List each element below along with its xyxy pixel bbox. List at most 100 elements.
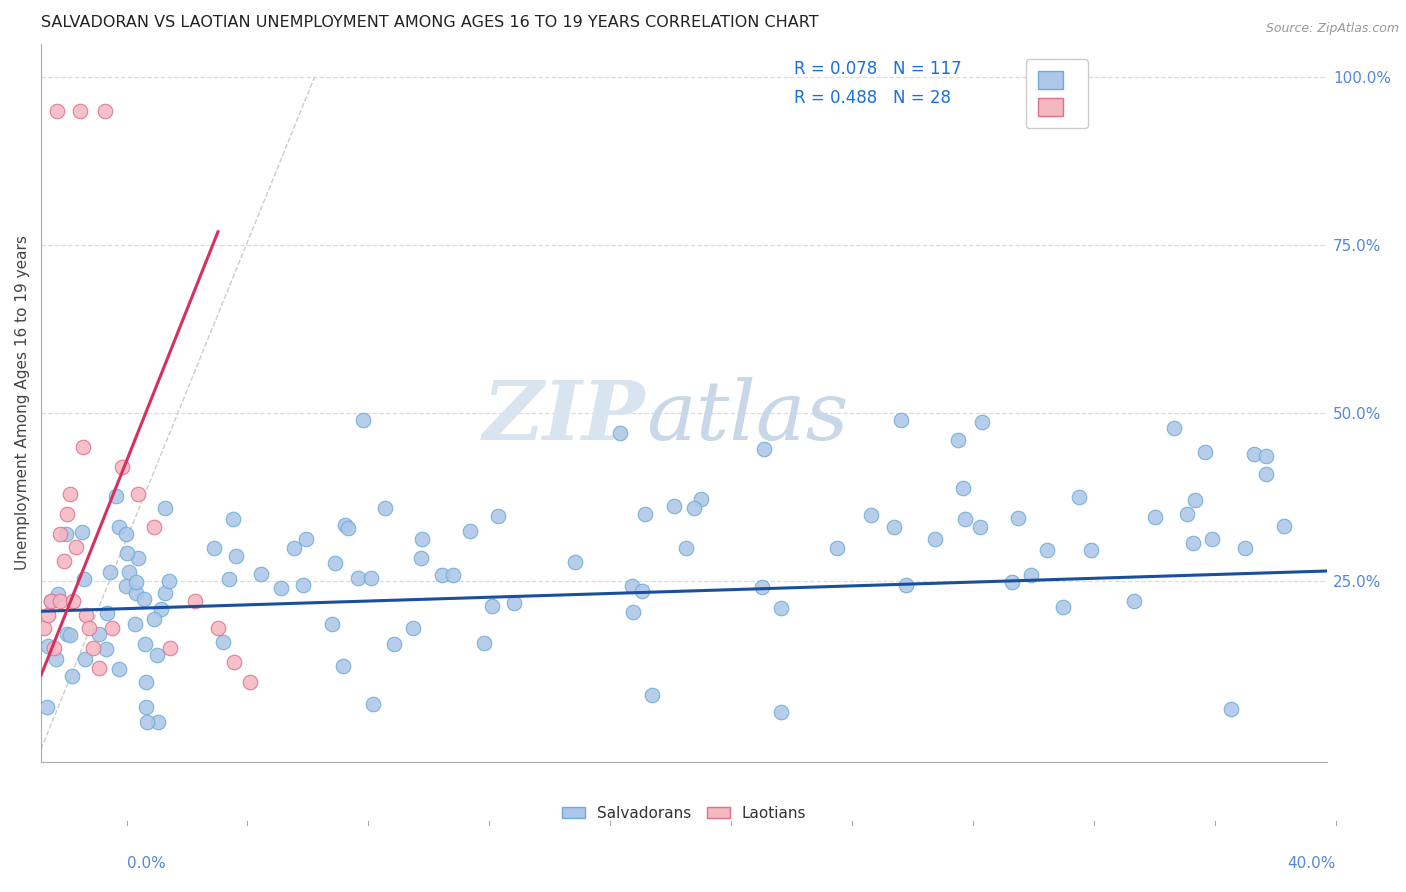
Point (222, 655, 245, 669)
Point (34, 621, 56, 635)
Point (37, 700, 59, 714)
Point (142, 611, 165, 625)
Point (481, 599, 503, 613)
Point (1201, 532, 1223, 546)
Point (346, 571, 368, 585)
Point (70, 524, 93, 539)
Point (146, 715, 169, 730)
Text: R = 0.078   N = 117: R = 0.078 N = 117 (793, 60, 962, 78)
Point (134, 637, 156, 651)
Point (325, 556, 347, 570)
Point (1220, 702, 1243, 716)
Point (155, 500, 177, 515)
Point (37, 607, 59, 622)
Text: ZIP: ZIP (484, 377, 645, 458)
Point (970, 415, 993, 429)
Point (890, 412, 912, 426)
Point (337, 521, 360, 535)
Point (135, 675, 157, 690)
Point (664, 499, 686, 513)
Point (952, 481, 974, 495)
Point (621, 605, 644, 619)
Point (108, 663, 131, 677)
Point (1194, 444, 1216, 458)
Point (115, 579, 138, 593)
Point (953, 512, 976, 526)
Point (472, 635, 495, 649)
Point (115, 526, 138, 541)
Point (110, 459, 132, 474)
Text: SALVADORAN VS LAOTIAN UNEMPLOYMENT AMONG AGES 16 TO 19 YEARS CORRELATION CHART: SALVADORAN VS LAOTIAN UNEMPLOYMENT AMONG… (41, 15, 818, 30)
Point (207, 621, 229, 635)
Point (1019, 568, 1042, 582)
Point (924, 533, 946, 547)
Point (332, 659, 354, 673)
Point (135, 699, 157, 714)
Point (127, 551, 149, 566)
Point (46, 587, 69, 601)
Point (239, 674, 262, 689)
Point (675, 541, 697, 555)
Point (69, 103, 91, 118)
Point (145, 648, 167, 663)
Point (1122, 594, 1144, 608)
Point (361, 697, 384, 711)
Point (769, 705, 792, 719)
Point (108, 519, 131, 533)
Point (60, 668, 83, 682)
Point (75, 607, 97, 622)
Point (1243, 447, 1265, 461)
Point (1001, 574, 1024, 589)
Text: atlas: atlas (645, 377, 848, 458)
Text: R = 0.488   N = 28: R = 0.488 N = 28 (793, 88, 950, 106)
Point (218, 572, 240, 586)
Point (62, 594, 84, 608)
Point (486, 508, 509, 523)
Point (101, 621, 124, 635)
Point (202, 541, 225, 555)
Point (98, 565, 121, 579)
Point (212, 635, 235, 649)
Point (142, 520, 165, 534)
Point (1007, 511, 1029, 525)
Point (87, 661, 110, 675)
Point (352, 413, 374, 427)
Point (1234, 541, 1257, 555)
Point (118, 566, 141, 580)
Point (458, 524, 481, 539)
Point (1163, 421, 1185, 435)
Point (1052, 599, 1074, 614)
Point (184, 594, 207, 608)
Point (49, 527, 72, 541)
Point (157, 574, 180, 588)
Point (42, 641, 65, 656)
Point (75, 652, 97, 666)
Point (94, 103, 117, 118)
Point (46, 103, 69, 118)
Point (49, 594, 72, 608)
Point (222, 512, 245, 526)
Point (124, 616, 146, 631)
Point (609, 426, 631, 441)
Point (503, 597, 526, 611)
Point (39, 593, 62, 607)
Point (1080, 543, 1102, 558)
Point (94, 641, 117, 656)
Point (1067, 490, 1090, 504)
Point (621, 578, 644, 592)
Point (73, 572, 96, 586)
Point (59, 628, 82, 642)
Point (752, 442, 775, 457)
Point (37, 639, 59, 653)
Point (969, 520, 991, 534)
Point (250, 567, 273, 582)
Point (333, 517, 356, 532)
Point (683, 500, 706, 515)
Point (634, 507, 657, 521)
Point (441, 567, 464, 582)
Point (136, 715, 159, 730)
Point (82, 641, 104, 656)
Point (894, 578, 917, 592)
Point (225, 549, 247, 563)
Point (409, 551, 432, 566)
